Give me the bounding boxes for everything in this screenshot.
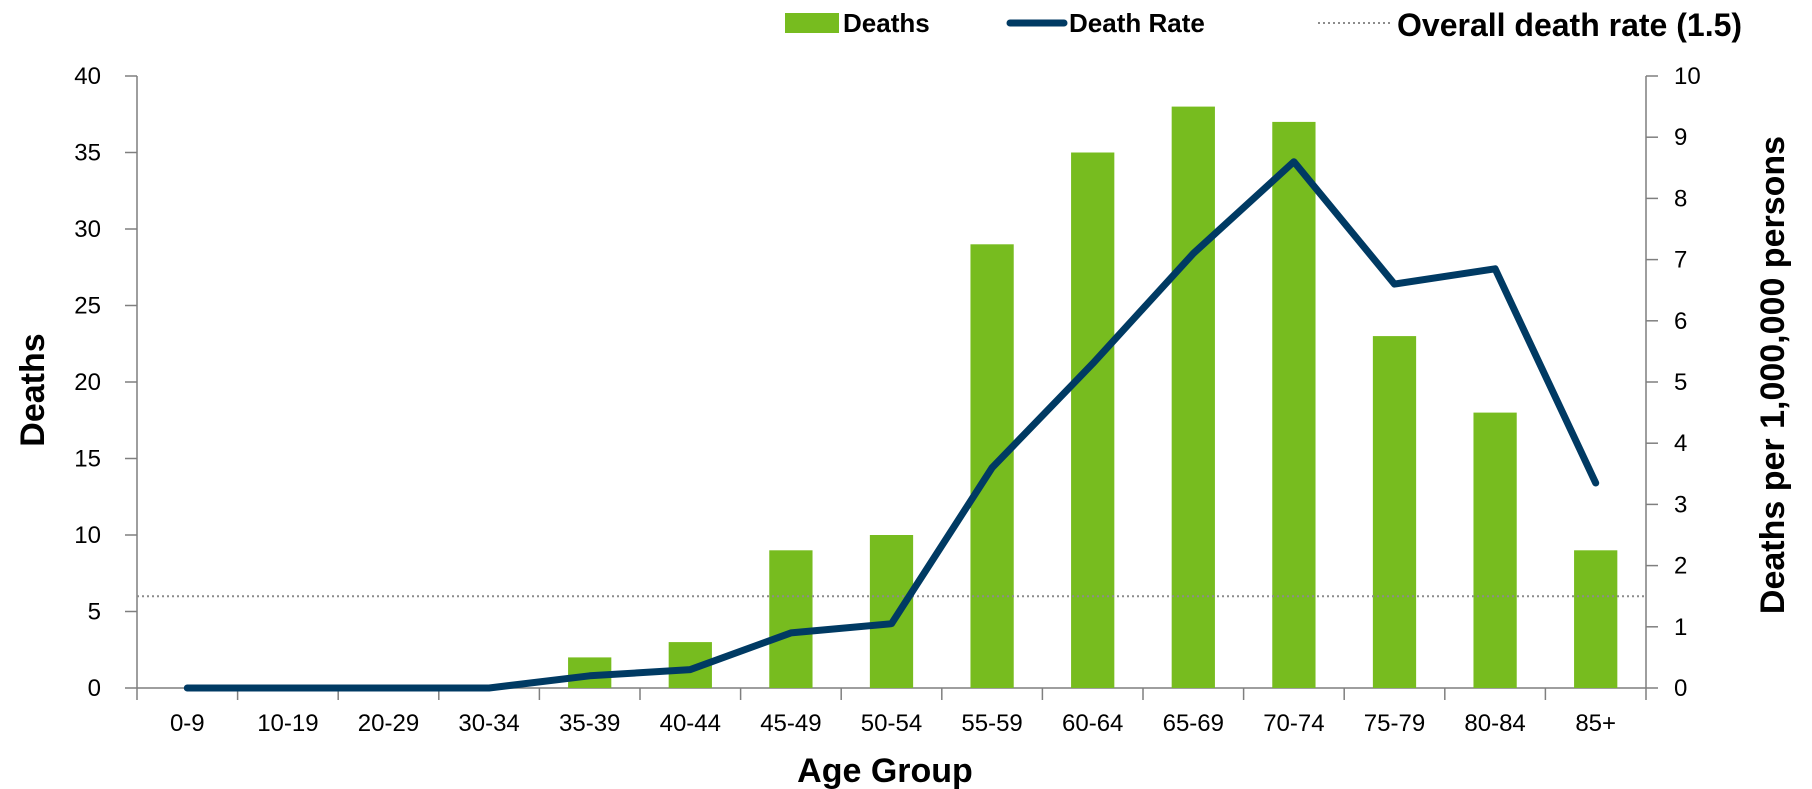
y-tick-label: 5	[88, 599, 101, 626]
x-tick-label: 50-54	[861, 710, 922, 737]
y2-tick-label: 0	[1674, 675, 1687, 702]
x-tick-label: 65-69	[1163, 710, 1224, 737]
x-tick-label: 40-44	[660, 710, 721, 737]
x-tick-label: 60-64	[1062, 710, 1123, 737]
x-tick-label: 35-39	[559, 710, 620, 737]
x-tick-label: 20-29	[358, 710, 419, 737]
y-tick-label: 20	[74, 369, 101, 396]
y-tick-label: 30	[74, 216, 101, 243]
death-rate-line	[183, 158, 1600, 692]
bar-deaths	[1574, 550, 1618, 688]
bar-deaths	[1372, 336, 1417, 688]
bar-deaths	[1272, 121, 1316, 688]
death-rate-polyline	[183, 158, 1600, 692]
x-tick-label: 0-9	[170, 710, 205, 737]
y-tick-label: 25	[74, 293, 101, 320]
y2-tick-label: 1	[1674, 614, 1687, 641]
bar-deaths	[1071, 152, 1115, 688]
legend-label-death-rate: Death Rate	[1069, 8, 1205, 38]
x-tick-label: 10-19	[257, 710, 318, 737]
x-tick-label: 45-49	[760, 710, 821, 737]
x-tick-label: 55-59	[961, 710, 1022, 737]
bar-deaths	[769, 550, 813, 688]
y-tick-label: 0	[88, 675, 101, 702]
tick-labels: 0 5 10 15 20 25 30 35 40 0 1 2 3 4 5 6 7 8 9 10 0-9 10-19 20-2…	[74, 63, 1700, 737]
x-tick-label: 30-34	[458, 710, 519, 737]
x-tick-label: 70-74	[1263, 710, 1324, 737]
y2-tick-label: 8	[1674, 185, 1687, 212]
y2-tick-label: 9	[1674, 124, 1687, 151]
bar-deaths	[869, 535, 914, 688]
x-tick-label: 75-79	[1364, 710, 1425, 737]
y2-tick-label: 3	[1674, 491, 1687, 518]
y2-tick-label: 6	[1674, 308, 1687, 335]
y-tick-label: 15	[74, 446, 101, 473]
legend-label-deaths: Deaths	[843, 8, 930, 38]
y-tick-label: 10	[74, 522, 101, 549]
y2-tick-label: 5	[1674, 369, 1687, 396]
legend-label-overall-rate: Overall death rate (1.5)	[1397, 7, 1742, 43]
y2-tick-label: 4	[1674, 430, 1687, 457]
bar-deaths	[1171, 106, 1215, 689]
y-tick-label: 35	[74, 140, 101, 167]
x-tick-label: 80-84	[1464, 710, 1525, 737]
y2-axis-title: Deaths per 1,000,000 persons	[1754, 136, 1792, 614]
y-axis-title: Deaths	[14, 333, 52, 446]
y2-tick-label: 7	[1674, 247, 1687, 274]
y-tick-label: 40	[74, 63, 101, 90]
x-axis-title: Age Group	[797, 752, 973, 789]
legend-swatch-deaths	[785, 13, 839, 33]
bars	[568, 106, 1618, 689]
x-tick-label: 85+	[1575, 710, 1616, 737]
legend: Deaths Death Rate Overall death rate (1.…	[785, 7, 1742, 43]
y2-tick-label: 10	[1674, 63, 1701, 90]
bar-deaths	[1473, 412, 1517, 688]
y2-tick-label: 2	[1674, 553, 1687, 580]
